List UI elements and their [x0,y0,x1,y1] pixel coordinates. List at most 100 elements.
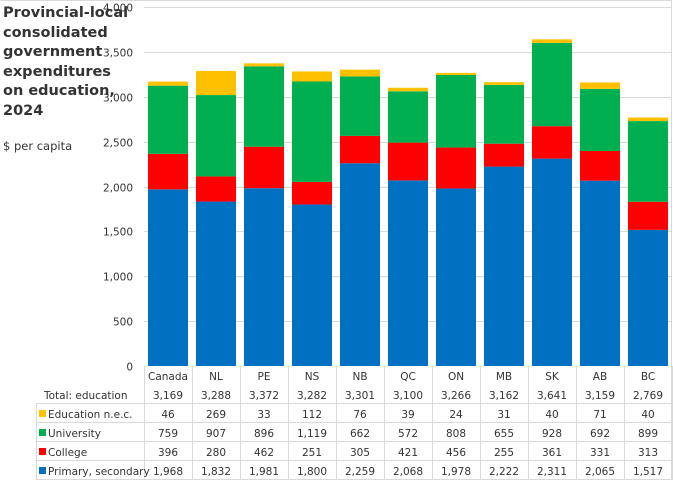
table-cell-education-n-e-c: 24 [449,409,463,421]
table-cell-college: 462 [254,447,274,459]
table-cell-total: 3,169 [153,390,183,402]
table-cell-total: 3,266 [441,390,471,402]
table-row-label-total: Total: education [43,390,128,402]
x-tick-label: BC [641,371,655,383]
table-cell-education-n-e-c: 39 [401,409,414,421]
table-cell-university: 692 [590,428,610,440]
table-cell-primary-secondary: 1,978 [441,466,471,478]
y-tick-label: 1,500 [103,227,133,239]
legend-key-primary-secondary [39,467,46,474]
legend-key-education-n-e-c [39,410,46,417]
table-cell-university: 808 [446,428,466,440]
table-cell-college: 421 [398,447,418,459]
table-cell-total: 3,162 [489,390,519,402]
x-tick-label: QC [400,371,416,383]
bar-primary-secondary-qc [388,180,428,366]
bar-education-n-e-c-sk [532,39,572,43]
bar-college-nl [196,176,236,202]
bar-education-n-e-c-pe [244,63,284,67]
x-tick-label: MB [496,371,512,383]
table-cell-university: 655 [494,428,514,440]
bar-college-ns [292,181,332,205]
table-cell-primary-secondary: 1,800 [297,466,327,478]
table-cell-college: 361 [542,447,562,459]
bar-college-qc [388,142,428,181]
y-tick-label: 0 [126,362,133,374]
legend-key-university [39,429,46,436]
table-cell-college: 280 [206,447,226,459]
x-tick-label: Canada [148,371,188,383]
table-cell-college: 456 [446,447,466,459]
y-tick-label: 1,000 [103,272,133,284]
x-tick-label: PE [258,371,271,383]
bar-college-mb [484,143,524,167]
legend-label-primary-secondary: Primary, secondary [48,466,150,478]
bar-university-on [436,75,476,148]
bar-university-bc [628,121,668,202]
bar-university-qc [388,91,428,143]
table-cell-total: 2,769 [633,390,663,402]
table-cell-university: 572 [398,428,418,440]
table-cell-university: 899 [638,428,658,440]
bar-primary-secondary-mb [484,166,524,366]
legend-label-college: College [48,447,87,459]
table-cell-education-n-e-c: 71 [593,409,606,421]
x-tick-label: ON [448,371,464,383]
y-tick-label: 2,000 [103,183,133,195]
y-tick-label: 2,500 [103,138,133,150]
table-cell-college: 396 [158,447,178,459]
bar-education-n-e-c-ns [292,71,332,82]
legend-label-education-n-e-c: Education n.e.c. [48,409,133,421]
table-cell-university: 1,119 [297,428,327,440]
bar-college-canada [148,153,188,190]
bar-primary-secondary-sk [532,158,572,366]
bar-university-sk [532,42,572,127]
table-cell-college: 255 [494,447,514,459]
bar-university-mb [484,84,524,144]
table-cell-primary-secondary: 2,259 [345,466,375,478]
table-cell-education-n-e-c: 40 [641,409,654,421]
bar-college-pe [244,146,284,189]
table-cell-education-n-e-c: 31 [497,409,510,421]
bar-college-bc [628,201,668,230]
table-cell-education-n-e-c: 46 [161,409,175,421]
chart-subtitle: $ per capita [3,139,73,153]
bar-education-n-e-c-nb [340,69,380,77]
table-cell-total: 3,641 [537,390,567,402]
table-cell-college: 313 [638,447,658,459]
bar-primary-secondary-ab [580,180,620,366]
x-tick-label: NL [209,371,223,383]
table-cell-primary-secondary: 2,068 [393,466,423,478]
bar-primary-secondary-nl [196,201,236,366]
legend-label-university: University [48,428,101,440]
table-cell-college: 331 [590,447,610,459]
y-tick-label: 500 [113,317,133,329]
x-tick-label: NB [352,371,367,383]
table-cell-university: 896 [254,428,274,440]
table-cell-education-n-e-c: 76 [353,409,367,421]
bar-education-n-e-c-on [436,72,476,76]
table-cell-primary-secondary: 2,311 [537,466,567,478]
y-tick-label: 3,500 [103,48,133,60]
table-cell-college: 305 [350,447,370,459]
table-cell-education-n-e-c: 40 [545,409,558,421]
table-cell-total: 3,372 [249,390,279,402]
table-cell-total: 3,159 [585,390,615,402]
table-cell-university: 907 [206,428,226,440]
data-table: Canada NL PE NS NB QC ON MB SK AB BC Total: educati… [36,366,673,480]
bar-primary-secondary-canada [148,189,188,366]
bars [148,39,668,366]
table-cell-primary-secondary: 1,968 [153,466,183,478]
bar-education-n-e-c-nl [196,70,236,96]
table-cell-college: 251 [302,447,322,459]
bar-university-pe [244,66,284,147]
bar-primary-secondary-nb [340,163,380,366]
table-cell-primary-secondary: 1,517 [633,466,663,478]
table-cell-total: 3,100 [393,390,423,402]
bar-primary-secondary-bc [628,229,668,366]
table-cell-total: 3,282 [297,390,327,402]
table-cell-university: 759 [158,428,178,440]
table-cell-primary-secondary: 2,222 [489,466,519,478]
